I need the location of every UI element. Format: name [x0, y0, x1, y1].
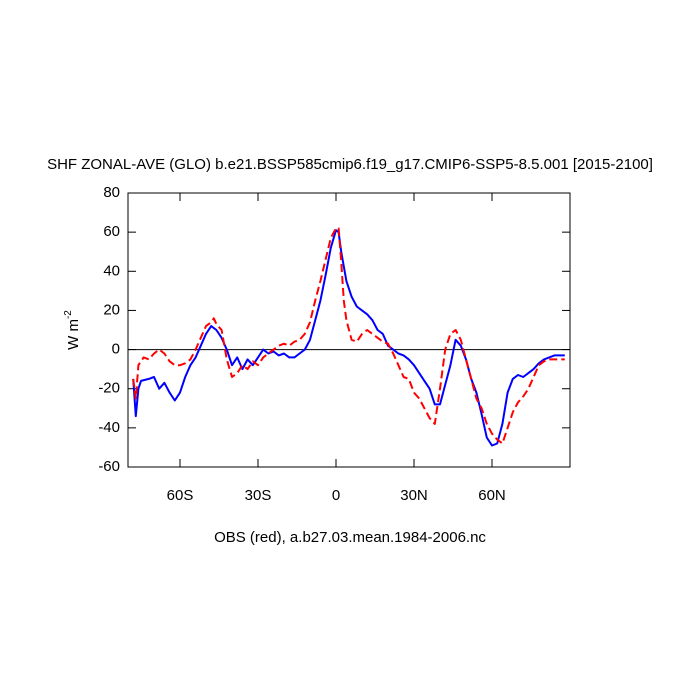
y-tick-label: -20 [98, 380, 120, 397]
x-tick-label: 0 [332, 487, 340, 504]
y-label-superscript: -2 [63, 310, 74, 319]
y-label-text: W m [65, 319, 82, 350]
y-tick-label: 60 [103, 223, 120, 240]
y-tick-label: -60 [98, 458, 120, 475]
x-tick-label: 30N [400, 487, 428, 504]
data-line [132, 227, 565, 445]
caption: OBS (red), a.b27.03.mean.1984-2006.nc [214, 529, 486, 546]
chart-title: SHF ZONAL-AVE (GLO) b.e21.BSSP585cmip6.f… [47, 156, 653, 173]
plot-frame [127, 192, 571, 468]
y-tick-label: 0 [112, 341, 120, 358]
data-line [132, 229, 565, 447]
y-tick-label: 20 [103, 301, 120, 318]
y-tick-label: -40 [98, 419, 120, 436]
y-axis-label: W m-2 [63, 310, 82, 350]
y-tick-label: 80 [103, 184, 120, 201]
x-tick-label: 30S [245, 487, 272, 504]
x-tick-label: 60N [478, 487, 506, 504]
x-tick-label: 60S [167, 487, 194, 504]
y-tick-label: 40 [103, 262, 120, 279]
